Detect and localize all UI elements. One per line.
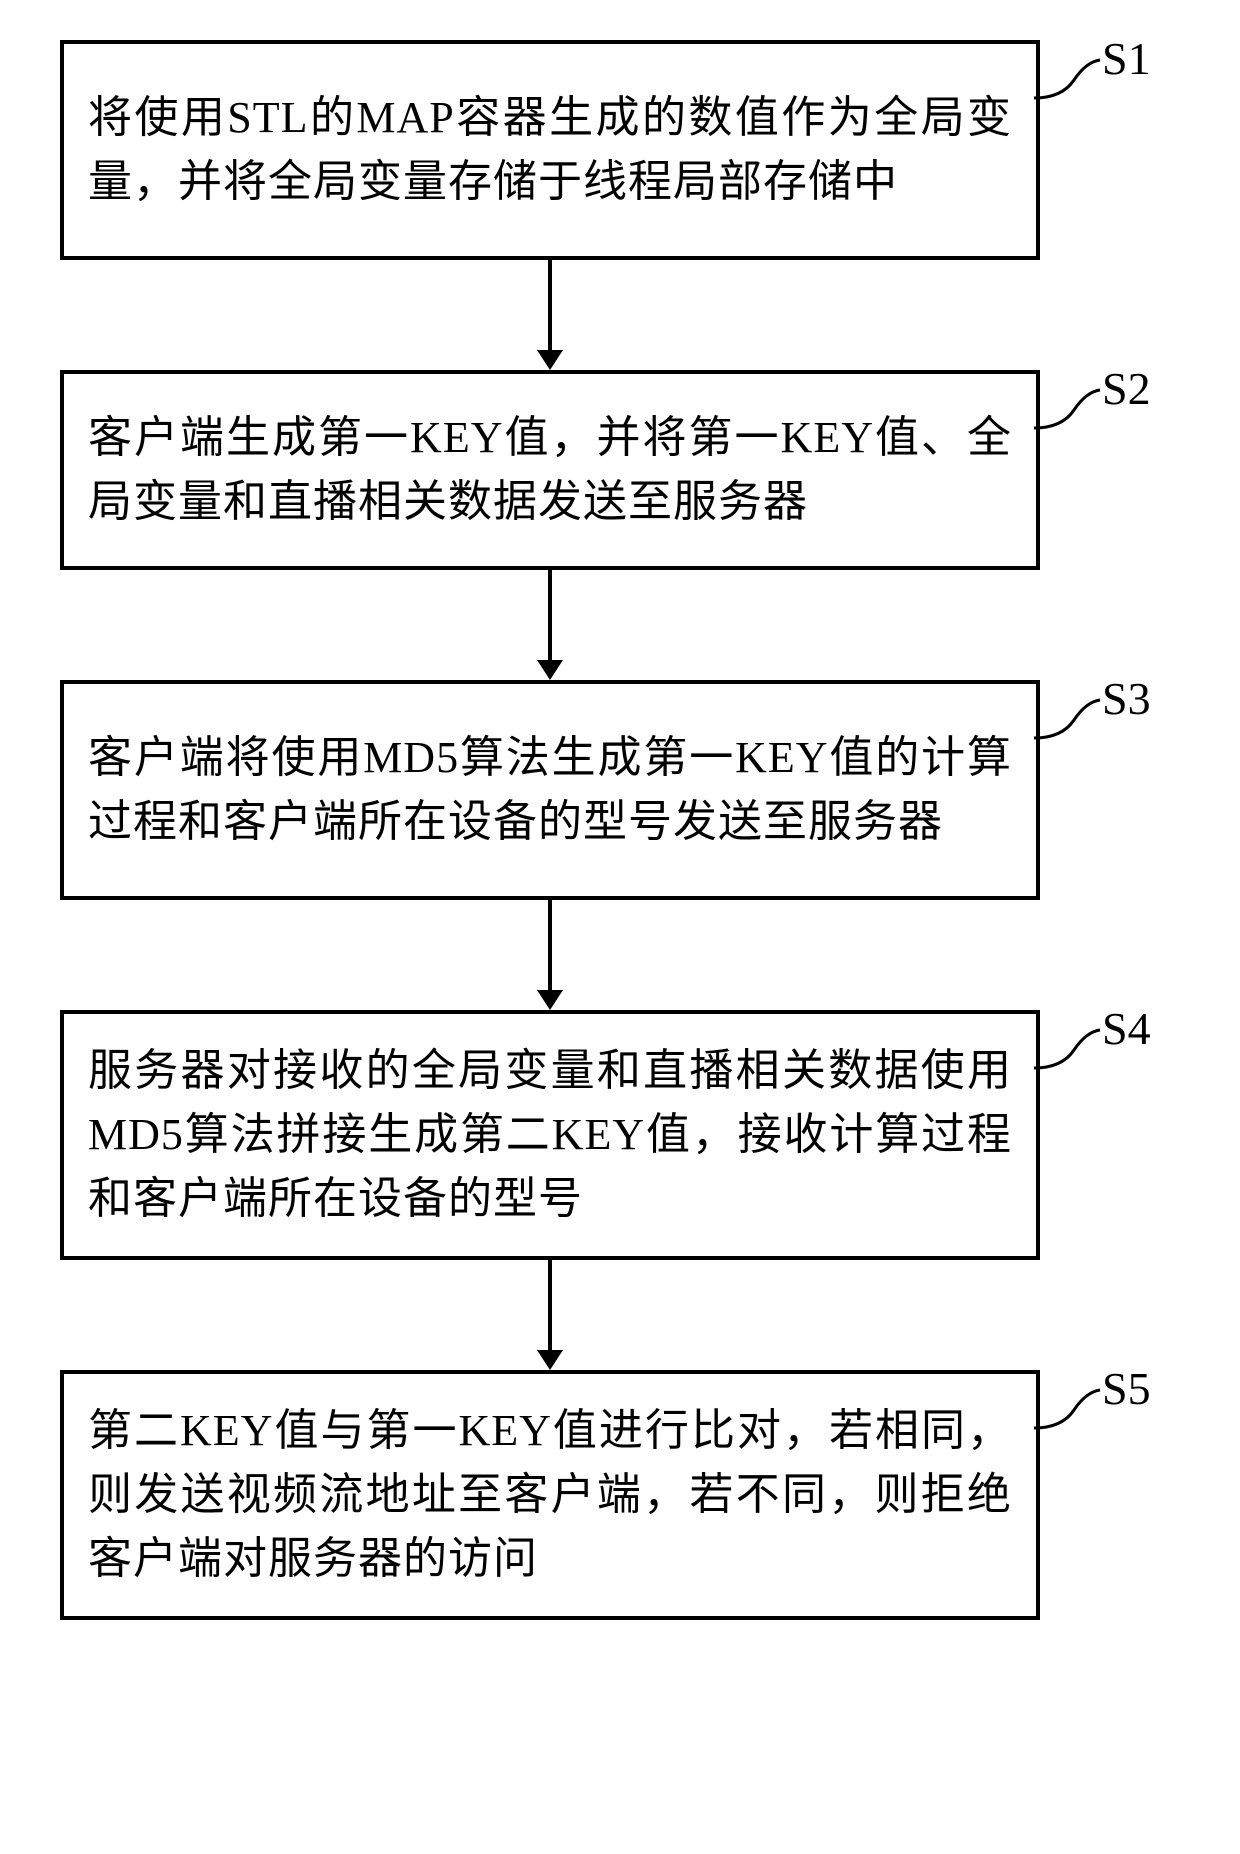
step-text: 客户端将使用MD5算法生成第一KEY值的计算过程和客户端所在设备的型号发送至服务… bbox=[88, 726, 1012, 854]
step-text: 客户端生成第一KEY值，并将第一KEY值、全局变量和直播相关数据发送至服务器 bbox=[88, 406, 1012, 534]
step-label: S5 bbox=[1102, 1362, 1151, 1415]
label-connector bbox=[1034, 1384, 1104, 1434]
flowchart-step: 客户端将使用MD5算法生成第一KEY值的计算过程和客户端所在设备的型号发送至服务… bbox=[60, 680, 1180, 900]
connector bbox=[60, 900, 1040, 1010]
step-box: 将使用STL的MAP容器生成的数值作为全局变量，并将全局变量存储于线程局部存储中 bbox=[60, 40, 1040, 260]
step-box: 第二KEY值与第一KEY值进行比对，若相同，则发送视频流地址至客户端，若不同，则… bbox=[60, 1370, 1040, 1620]
flowchart-step: 第二KEY值与第一KEY值进行比对，若相同，则发送视频流地址至客户端，若不同，则… bbox=[60, 1370, 1180, 1620]
step-text: 服务器对接收的全局变量和直播相关数据使用MD5算法拼接生成第二KEY值，接收计算… bbox=[88, 1039, 1012, 1230]
arrow-down bbox=[530, 570, 570, 680]
flowchart-step: 客户端生成第一KEY值，并将第一KEY值、全局变量和直播相关数据发送至服务器S2 bbox=[60, 370, 1180, 570]
step-box: 服务器对接收的全局变量和直播相关数据使用MD5算法拼接生成第二KEY值，接收计算… bbox=[60, 1010, 1040, 1260]
step-label: S1 bbox=[1102, 32, 1151, 85]
label-connector-wrap bbox=[1034, 54, 1104, 109]
flowchart-step: 服务器对接收的全局变量和直播相关数据使用MD5算法拼接生成第二KEY值，接收计算… bbox=[60, 1010, 1180, 1260]
label-connector bbox=[1034, 384, 1104, 434]
step-label: S3 bbox=[1102, 672, 1151, 725]
arrow-down bbox=[530, 260, 570, 370]
label-connector bbox=[1034, 1024, 1104, 1074]
connector bbox=[60, 570, 1040, 680]
step-box: 客户端生成第一KEY值，并将第一KEY值、全局变量和直播相关数据发送至服务器 bbox=[60, 370, 1040, 570]
flowchart-container: 将使用STL的MAP容器生成的数值作为全局变量，并将全局变量存储于线程局部存储中… bbox=[60, 40, 1180, 1620]
label-connector-wrap bbox=[1034, 1024, 1104, 1079]
step-label: S2 bbox=[1102, 362, 1151, 415]
flowchart-step: 将使用STL的MAP容器生成的数值作为全局变量，并将全局变量存储于线程局部存储中… bbox=[60, 40, 1180, 260]
arrow-down bbox=[530, 1260, 570, 1370]
step-box: 客户端将使用MD5算法生成第一KEY值的计算过程和客户端所在设备的型号发送至服务… bbox=[60, 680, 1040, 900]
connector bbox=[60, 260, 1040, 370]
arrow-down bbox=[530, 900, 570, 1010]
step-text: 第二KEY值与第一KEY值进行比对，若相同，则发送视频流地址至客户端，若不同，则… bbox=[88, 1399, 1012, 1590]
label-connector bbox=[1034, 54, 1104, 104]
connector bbox=[60, 1260, 1040, 1370]
label-connector-wrap bbox=[1034, 694, 1104, 749]
step-text: 将使用STL的MAP容器生成的数值作为全局变量，并将全局变量存储于线程局部存储中 bbox=[88, 86, 1012, 214]
label-connector-wrap bbox=[1034, 384, 1104, 439]
step-label: S4 bbox=[1102, 1002, 1151, 1055]
label-connector-wrap bbox=[1034, 1384, 1104, 1439]
label-connector bbox=[1034, 694, 1104, 744]
